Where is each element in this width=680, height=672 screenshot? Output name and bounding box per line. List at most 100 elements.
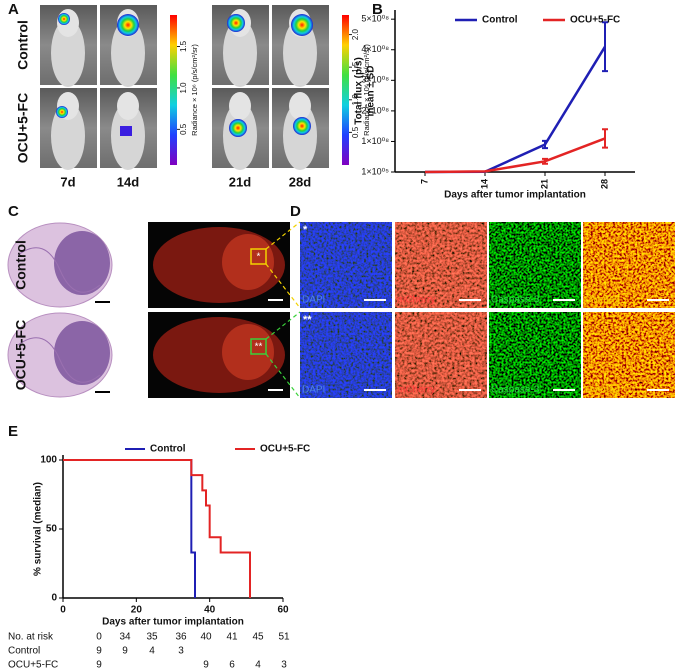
error-bar	[542, 157, 548, 165]
microscopy-image	[489, 222, 581, 308]
error-bar	[542, 139, 548, 150]
risk-table-time: 41	[226, 632, 238, 643]
x-tick-label: 28	[599, 179, 609, 189]
row-label: OCU+5-FC	[13, 320, 29, 390]
colorbar-title: Radiance × 10⁶ (p/s/cm²/sr)	[362, 44, 371, 136]
mouse-body	[223, 19, 257, 87]
colorbar-tick-label: 1.5	[351, 61, 360, 73]
y-axis-title: Total flux (p/s)	[354, 57, 365, 125]
fluorescent-tumor	[222, 234, 274, 290]
mouse-body	[283, 102, 317, 170]
line-series	[424, 46, 607, 174]
colorbar-tick-label: 1.0	[351, 94, 360, 106]
risk-table-count: 9	[96, 660, 102, 671]
column-label: 28d	[289, 174, 311, 189]
y-tick-label: 2×10⁰⁸	[361, 105, 389, 115]
zoom-box	[250, 248, 267, 265]
microscopy-image	[300, 222, 392, 308]
error-bar	[602, 128, 608, 149]
colorbar-tick-label: 1.5	[179, 40, 188, 52]
y-tick-label: 50	[46, 524, 58, 535]
risk-table-time: 40	[200, 632, 212, 643]
survival-curve	[63, 459, 196, 598]
risk-table-count: 3	[281, 660, 287, 671]
colorbar	[170, 15, 177, 165]
row-label: Control	[15, 20, 31, 70]
zoom-marker: *	[257, 252, 261, 263]
channel-label: DAPI	[302, 385, 325, 396]
y-tick-label: 100	[40, 455, 57, 466]
he-detail	[17, 247, 101, 293]
mouse-head	[289, 92, 311, 120]
risk-table-count: 6	[229, 660, 235, 671]
mouse-body	[51, 19, 85, 87]
risk-table-time: 35	[146, 632, 158, 643]
x-axis-title: Days after tumor implantation	[102, 617, 244, 628]
survival-curve	[63, 459, 251, 598]
channel-label: Overlay	[585, 295, 619, 306]
panel-label: C	[8, 203, 19, 220]
line-series	[424, 137, 606, 174]
signal-blob	[229, 119, 247, 137]
zoom-marker: **	[255, 342, 263, 353]
colorbar-tick-label: 1.0	[179, 82, 188, 94]
legend-label: OCU+5-FC	[570, 15, 620, 26]
signal-blob	[291, 14, 313, 36]
y-tick-label: 1×10⁰⁸	[361, 136, 389, 146]
panel-label: B	[372, 1, 383, 18]
signal-blob	[117, 14, 139, 36]
risk-table-time: 0	[96, 632, 102, 643]
zoom-line	[265, 221, 301, 250]
x-tick-label: 40	[204, 605, 216, 616]
risk-table-count: 9	[203, 660, 209, 671]
y-axis-title: % survival (median)	[33, 482, 44, 576]
column-label: 21d	[229, 174, 251, 189]
risk-table-time: 34	[119, 632, 131, 643]
x-tick-label: 14	[479, 179, 489, 189]
mouse-head	[117, 92, 139, 120]
zoom-marker: **	[303, 314, 312, 326]
risk-table-count: 4	[255, 660, 261, 671]
risk-table-time: 45	[252, 632, 264, 643]
error-bar	[602, 21, 608, 73]
risk-table-time: 36	[175, 632, 187, 643]
y-tick-label: 4×10⁰⁸	[361, 44, 389, 54]
he-tumor	[54, 231, 110, 295]
signal-blob	[58, 13, 70, 25]
mouse-body	[51, 102, 85, 170]
x-tick-label: 0	[60, 605, 66, 616]
panel-label: D	[290, 203, 301, 220]
risk-table-count: 3	[178, 646, 184, 657]
column-label: 7d	[60, 174, 75, 189]
x-tick-label: 7	[419, 179, 429, 184]
y-tick-label: 5×10⁰⁸	[361, 14, 389, 24]
y-tick-label: 3×10⁰⁸	[361, 75, 389, 85]
risk-table-title: No. at risk	[8, 632, 54, 643]
signal-blob	[120, 126, 132, 136]
channel-label: mCherry	[397, 295, 435, 306]
microscopy-image	[583, 222, 675, 308]
colorbar-tick-label: 2.0	[351, 28, 360, 40]
row-label: Control	[13, 240, 29, 290]
microscopy-image	[395, 312, 487, 398]
column-label: 14d	[117, 174, 139, 189]
channel-label: Overlay	[585, 385, 619, 396]
x-tick-label: 20	[131, 605, 143, 616]
microscopy-image	[395, 222, 487, 308]
microscopy-image	[583, 312, 675, 398]
channel-label: mCherry	[397, 385, 435, 396]
row-label: OCU+5-FC	[15, 93, 31, 163]
risk-table-time: 51	[278, 632, 290, 643]
mouse-head	[229, 92, 251, 120]
zoom-box	[250, 338, 267, 355]
y-axis-title: mean ± SD	[366, 65, 377, 116]
y-tick-label: 1×10⁰⁵	[361, 166, 389, 176]
channel-label: DAPI	[302, 295, 325, 306]
colorbar-title: Radiance × 10⁶ (p/s/cm²/sr)	[190, 44, 199, 136]
x-tick-label: 21	[539, 179, 549, 189]
x-axis-title: Days after tumor implantation	[444, 190, 586, 201]
colorbar	[342, 15, 349, 165]
risk-table-row-name: Control	[8, 646, 40, 657]
channel-label: Caspase-3	[491, 385, 540, 396]
